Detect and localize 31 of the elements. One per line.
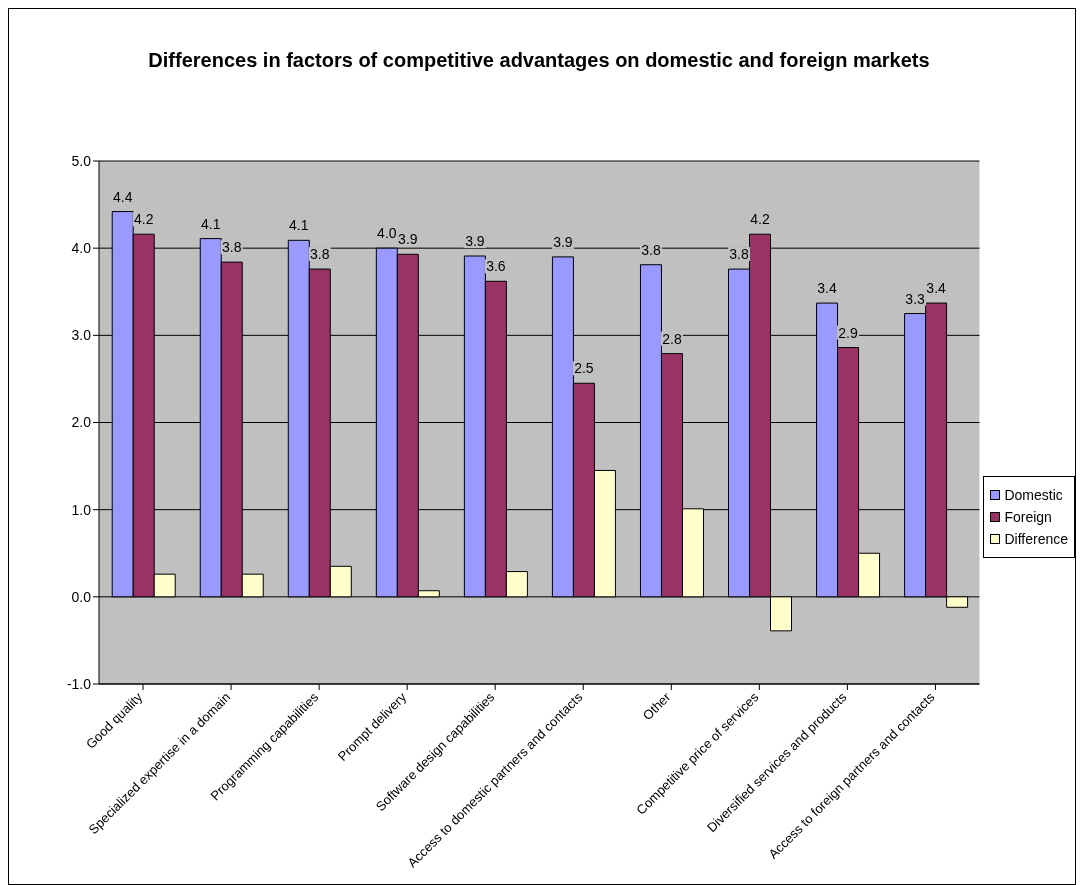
data-label: 3.8	[310, 246, 330, 263]
data-label: 3.3	[905, 290, 926, 307]
y-tick-label: 1.0	[71, 501, 92, 518]
y-tick-label: 2.0	[71, 414, 92, 431]
data-label: 3.6	[486, 258, 506, 275]
chart-title: Differences in factors of competitive advantages on domestic and foreign markets	[147, 48, 931, 73]
y-tick-label: 0.0	[71, 588, 92, 605]
data-label: 4.2	[133, 211, 154, 228]
y-tick-label: -1.0	[66, 675, 92, 692]
data-label: 4.1	[289, 217, 309, 234]
legend-label: Difference	[1004, 530, 1068, 547]
legend-label: Domestic	[1004, 486, 1063, 503]
data-label: 3.4	[817, 280, 837, 297]
data-label: 3.9	[465, 233, 485, 250]
data-label: 4.2	[750, 211, 770, 228]
data-label: 4.0	[377, 225, 397, 242]
legend-label: Foreign	[1004, 508, 1052, 525]
data-label: 4.4	[112, 188, 133, 205]
data-label: 3.8	[729, 246, 749, 263]
data-label: 3.9	[398, 231, 418, 248]
data-label: 3.8	[641, 241, 661, 258]
data-label: 3.4	[926, 280, 947, 297]
data-label: 2.8	[662, 330, 682, 347]
data-label: 3.8	[222, 239, 242, 256]
y-tick-label: 3.0	[71, 327, 92, 344]
data-label: 2.9	[838, 324, 858, 341]
data-label: 2.5	[574, 360, 594, 377]
y-tick-label: 5.0	[71, 152, 92, 169]
data-label: 3.9	[553, 233, 573, 250]
data-label: 4.1	[201, 215, 221, 232]
y-tick-label: 4.0	[71, 240, 92, 257]
